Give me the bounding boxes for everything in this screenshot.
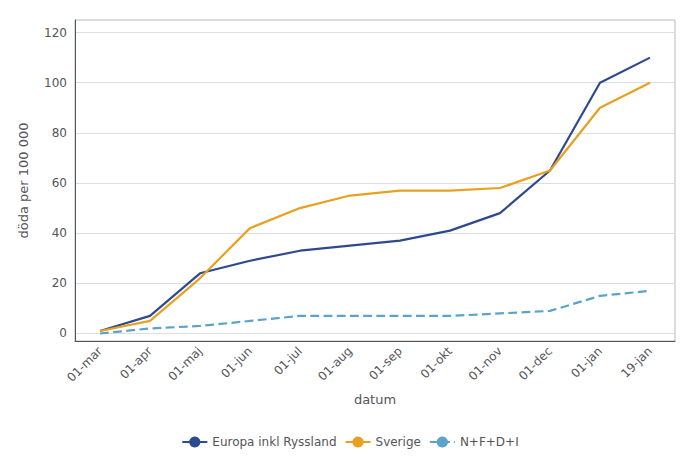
svg-text:40: 40: [52, 226, 67, 240]
svg-text:Europa inkl Ryssland: Europa inkl Ryssland: [212, 435, 336, 449]
svg-text:01-dec: 01-dec: [516, 344, 555, 383]
svg-text:01-okt: 01-okt: [418, 344, 456, 382]
svg-text:datum: datum: [354, 392, 396, 407]
svg-text:80: 80: [52, 126, 67, 140]
svg-text:19-jan: 19-jan: [618, 344, 655, 381]
svg-text:01-sep: 01-sep: [366, 344, 405, 383]
svg-text:01-jan: 01-jan: [568, 344, 605, 381]
svg-text:120: 120: [44, 26, 67, 40]
svg-text:01-mar: 01-mar: [64, 344, 105, 385]
svg-text:01-maj: 01-maj: [165, 344, 205, 384]
svg-text:01-aug: 01-aug: [315, 344, 355, 384]
svg-text:Sverige: Sverige: [376, 435, 421, 449]
svg-text:20: 20: [52, 276, 67, 290]
svg-text:01-nov: 01-nov: [466, 344, 505, 383]
svg-text:100: 100: [44, 76, 67, 90]
svg-text:01-jun: 01-jun: [218, 344, 255, 381]
svg-text:01-jul: 01-jul: [271, 344, 305, 378]
svg-text:60: 60: [52, 176, 67, 190]
svg-text:01-apr: 01-apr: [117, 344, 155, 382]
svg-text:N+F+D+I: N+F+D+I: [460, 435, 519, 449]
svg-text:döda per 100 000: döda per 100 000: [16, 122, 31, 238]
svg-text:0: 0: [59, 326, 67, 340]
